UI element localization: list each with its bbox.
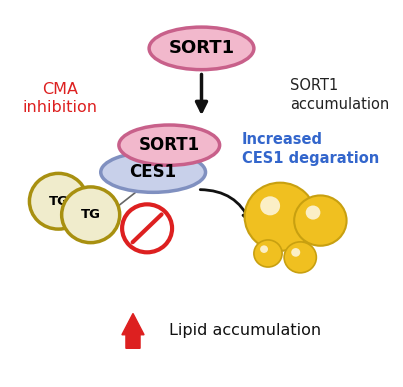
Text: CMA
inhibition: CMA inhibition — [23, 82, 98, 115]
Text: CES1: CES1 — [130, 163, 177, 181]
Ellipse shape — [149, 27, 254, 70]
Circle shape — [291, 248, 300, 257]
Circle shape — [294, 195, 347, 246]
Circle shape — [284, 242, 316, 273]
Ellipse shape — [101, 152, 206, 192]
Circle shape — [260, 196, 280, 215]
Text: SORT1
accumulation: SORT1 accumulation — [290, 78, 389, 111]
Circle shape — [306, 205, 320, 219]
Circle shape — [254, 240, 282, 267]
Text: Lipid accumulation: Lipid accumulation — [169, 324, 321, 338]
Circle shape — [122, 204, 172, 252]
Text: TG: TG — [81, 208, 101, 221]
Text: SORT1: SORT1 — [139, 136, 200, 154]
Circle shape — [29, 173, 87, 229]
Text: Increased
CES1 degaration: Increased CES1 degaration — [242, 132, 379, 166]
Circle shape — [245, 183, 316, 251]
Text: TG: TG — [48, 195, 69, 208]
Circle shape — [260, 245, 268, 253]
Ellipse shape — [119, 125, 220, 165]
Circle shape — [62, 187, 120, 243]
Text: SORT1: SORT1 — [168, 39, 235, 57]
FancyArrow shape — [122, 313, 144, 348]
